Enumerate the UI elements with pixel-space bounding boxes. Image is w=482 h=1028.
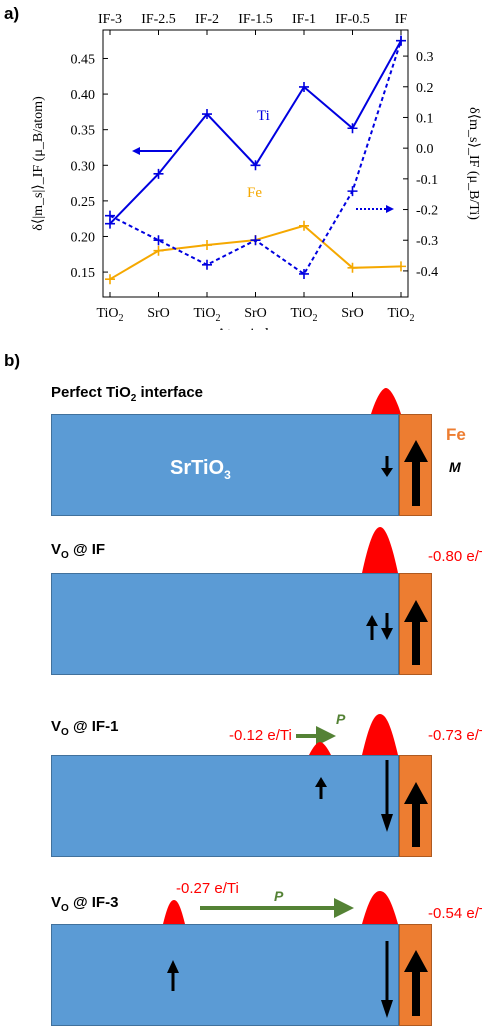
data-point-marker [250,235,261,246]
data-point-marker [153,235,164,246]
srtio3-slab [51,573,399,675]
charge-density-bump [163,900,185,924]
top-tick-label: IF-1.5 [238,12,273,27]
data-point-marker [299,220,309,231]
spin-moment-chart: 0.15 0.20 0.25 0.30 0.35 0.40 0.45 -0.4 -0.3 -0.2… [31,12,481,330]
right-tick-label: 0.3 [416,50,434,65]
charge-density-bump [371,388,401,414]
left-axis-arrow-head [132,147,140,155]
top-tick-label: IF-2 [195,12,219,27]
right-axis-arrow-head [386,205,394,213]
data-point-marker [347,123,358,134]
data-point-marker [153,168,164,179]
left-tick-label: 0.45 [71,52,96,67]
spin-down-arrow [381,456,393,477]
section-vo-if-title: VO @ IF [51,541,106,561]
data-point-marker [105,274,115,285]
data-point-marker [202,109,212,120]
magnetization-label: M [449,459,461,475]
fe-moment-arrow [404,782,428,847]
section-vo-if3-title: VO @ IF-3 [51,894,119,914]
data-point-marker [396,35,406,46]
right-tick-label: 0.1 [416,111,434,126]
fe-series-label: Fe [247,185,262,201]
spin-down-arrow [381,613,393,640]
charge-label-interface: -0.54 e/Ti [428,905,482,922]
bottom-tick-label: SrO [244,306,267,321]
spin-up-arrow [315,777,327,799]
bottom-tick-label: TiO2 [193,306,220,324]
right-y-axis-label: δ⟨m_s⟩_IF (μ_B/Ti) [466,107,481,220]
polarization-label: P [274,888,284,904]
right-tick-label: -0.1 [416,173,438,188]
data-point-marker [347,262,358,273]
left-tick-label: 0.25 [71,195,96,210]
top-tick-label: IF-3 [98,12,122,27]
srtio3-slab [51,924,399,1026]
data-point-marker [299,268,309,279]
right-tick-label: -0.3 [416,234,438,249]
charge-label-interface: -0.80 e/Ti [428,548,482,565]
bottom-tick-label: TiO2 [96,306,123,324]
top-tick-label: IF-0.5 [335,12,370,27]
left-tick-label: 0.20 [71,230,96,245]
right-tick-label: 0.0 [416,142,434,157]
charge-label-interface: -0.73 e/Ti [428,727,482,744]
spin-up-arrow [366,615,378,640]
panel-a-label: a) [4,4,20,23]
bottom-tick-label: TiO2 [290,306,317,324]
srtio3-label: SrTiO3 [170,457,231,482]
data-point-marker [105,210,115,221]
bottom-tick-label: SrO [341,306,364,321]
left-tick-label: 0.15 [71,266,96,281]
data-point-marker [202,240,212,251]
bottom-tick-label: SrO [147,306,170,321]
fe-label: Fe [446,425,466,444]
srtio3-slab [51,414,399,516]
spin-down-arrow [381,941,393,1018]
charge-density-bump [362,714,398,755]
x-axis-label: Atomic layer [216,326,295,330]
polarization-label: P [336,711,346,727]
charge-label-left: -0.12 e/Ti [229,727,292,744]
left-tick-label: 0.40 [71,88,96,103]
charge-label-left: -0.27 e/Ti [176,880,239,897]
right-tick-label: -0.4 [416,265,438,280]
ti-series-label: Ti [257,108,270,124]
data-point-marker [396,261,406,272]
charge-density-bump [309,742,331,755]
left-y-axis-label: δ⟨|m_s|⟩_IF (μ_B/atom) [31,96,46,231]
left-tick-label: 0.35 [71,124,96,139]
top-tick-label: IF-2.5 [141,12,176,27]
data-point-marker [347,186,358,197]
charge-density-bump [362,891,398,924]
right-tick-label: -0.2 [416,204,438,219]
fe-moment-arrow [404,440,428,506]
spin-up-arrow [167,960,179,991]
right-tick-label: 0.2 [416,81,434,96]
data-point-marker [250,160,261,171]
data-point-marker [153,245,164,256]
charge-density-bump [362,527,398,573]
srtio3-slab [51,755,399,857]
fe-moment-arrow [404,950,428,1016]
data-point-marker [299,81,309,92]
spin-down-arrow [381,760,393,832]
section-vo-if1-title: VO @ IF-1 [51,718,119,738]
data-point-marker [202,259,212,270]
top-tick-label: IF [395,12,408,27]
panel-b-label: b) [4,351,21,370]
section-perfect-title: Perfect TiO2 interface [51,384,204,404]
bottom-tick-label: TiO2 [387,306,414,324]
left-tick-label: 0.30 [71,159,96,174]
top-tick-label: IF-1 [292,12,316,27]
fe-moment-arrow [404,600,428,665]
